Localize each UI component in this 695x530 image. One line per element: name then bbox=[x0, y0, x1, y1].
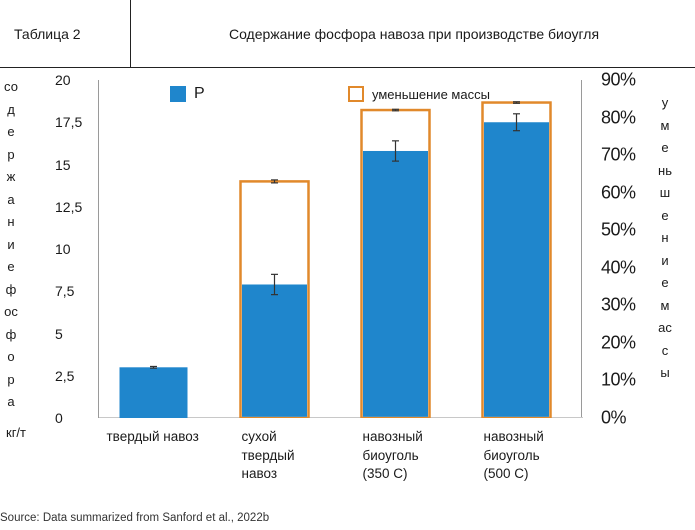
y-tick-left: 20 bbox=[55, 72, 71, 88]
y-tick-right: 70% bbox=[601, 144, 636, 165]
y-tick-right: 50% bbox=[601, 219, 636, 240]
x-tick-label: навозный биоуголь (350 С) bbox=[362, 429, 423, 481]
x-tick-label: твердый навоз bbox=[106, 429, 199, 444]
p-bar-2 bbox=[242, 284, 307, 417]
chart-title: Содержание фосфора навоза при производст… bbox=[228, 25, 600, 42]
y-tick-left: 17,5 bbox=[55, 114, 83, 131]
p-error-bar-3 bbox=[392, 140, 399, 162]
chart-svg bbox=[99, 101, 583, 420]
p-error-bar-4 bbox=[513, 113, 520, 132]
mass-error-bar-4 bbox=[513, 101, 520, 104]
y-tick-right: 40% bbox=[601, 257, 636, 278]
mass-error-bar-2 bbox=[271, 179, 278, 184]
y-tick-right: 30% bbox=[601, 294, 636, 315]
y-tick-left: 5 bbox=[55, 325, 63, 342]
legend-swatch-mass bbox=[348, 86, 364, 102]
y-tick-left: 12,5 bbox=[55, 198, 83, 215]
legend-swatch-p bbox=[170, 86, 186, 102]
y-axis-left-label: содержание фосфора bbox=[4, 79, 18, 409]
mass-error-bar-3 bbox=[392, 108, 399, 112]
legend-item-mass: уменьшение массы bbox=[348, 86, 490, 102]
p-bar-4 bbox=[484, 122, 549, 417]
y-tick-left: 15 bbox=[55, 156, 71, 173]
p-error-bar-1 bbox=[150, 365, 157, 369]
table-header: Таблица 2 Содержание фосфора навоза при … bbox=[0, 0, 695, 68]
source-note: Source: Data summarized from Sanford et … bbox=[0, 512, 270, 524]
y-tick-right: 60% bbox=[601, 182, 636, 203]
y-tick-left: 2,5 bbox=[55, 367, 75, 384]
x-tick-label: навозный биоуголь (500 С) bbox=[483, 429, 544, 481]
y-tick-right: 0% bbox=[601, 407, 627, 428]
legend-item-p: P bbox=[170, 85, 205, 103]
p-error-bar-2 bbox=[271, 273, 278, 296]
p-bar-3 bbox=[363, 150, 428, 417]
legend-label-mass: уменьшение массы bbox=[372, 86, 490, 102]
y-tick-right: 20% bbox=[601, 332, 636, 353]
plot-area bbox=[98, 80, 583, 420]
y-tick-right: 80% bbox=[601, 107, 636, 128]
p-bar-1 bbox=[119, 367, 188, 418]
y-axis-left-unit: кг/т bbox=[6, 425, 26, 440]
y-tick-right: 10% bbox=[601, 369, 636, 390]
y-axis-right-label: уменьшение массы bbox=[658, 95, 672, 380]
y-tick-right: 90% bbox=[601, 69, 636, 90]
x-tick-label: сухой твердый навоз bbox=[241, 429, 295, 481]
legend-label-p: P bbox=[194, 85, 205, 102]
y-tick-left: 0 bbox=[55, 410, 63, 426]
y-tick-left: 10 bbox=[55, 241, 71, 257]
table-number: Таблица 2 bbox=[0, 0, 131, 67]
y-tick-left: 7,5 bbox=[55, 283, 75, 300]
